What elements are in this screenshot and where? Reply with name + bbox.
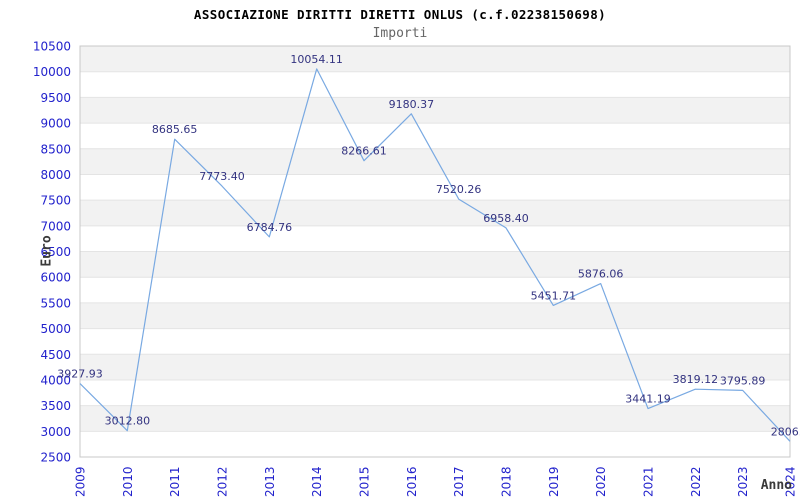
x-tick-label: 2015 <box>358 466 372 497</box>
point-label: 7520.26 <box>436 183 482 196</box>
point-label: 3819.12 <box>673 373 719 386</box>
y-tick-label: 9500 <box>40 91 71 105</box>
point-label: 3927.93 <box>57 368 103 381</box>
point-label: 3441.19 <box>625 393 671 406</box>
x-tick-label: 2021 <box>642 466 656 497</box>
y-tick-label: 8000 <box>40 168 71 182</box>
plot-band <box>80 97 790 124</box>
plot-band <box>80 200 790 226</box>
point-label: 7773.40 <box>199 170 245 183</box>
y-tick-label: 6500 <box>40 245 71 259</box>
x-tick-label: 2022 <box>689 466 703 497</box>
x-tick-label: 2009 <box>74 466 88 497</box>
y-tick-label: 5500 <box>40 296 71 310</box>
y-tick-label: 3500 <box>40 399 71 413</box>
x-tick-label: 2012 <box>216 466 230 497</box>
x-tick-label: 2023 <box>736 466 750 497</box>
plot-band <box>80 71 790 98</box>
chart-subtitle: Importi <box>372 26 428 41</box>
point-label: 8685.65 <box>152 123 198 136</box>
plot-band <box>80 123 790 149</box>
point-label: 8266.61 <box>341 145 387 158</box>
plot-band <box>80 405 790 432</box>
x-tick-label: 2017 <box>452 466 466 497</box>
y-tick-label: 4500 <box>40 348 71 362</box>
y-tick-label: 3000 <box>40 425 71 439</box>
plot-band <box>80 277 790 303</box>
point-label: 2806.1 <box>771 425 800 438</box>
point-label: 6784.76 <box>247 221 293 234</box>
plot-border <box>79 45 791 458</box>
y-tick-label: 10500 <box>33 40 71 54</box>
y-tick-label: 5000 <box>40 322 71 336</box>
point-label: 9180.37 <box>389 98 435 111</box>
y-axis-title: Euro <box>39 235 55 267</box>
x-tick-label: 2010 <box>121 466 135 497</box>
x-tick-label: 2016 <box>405 466 419 497</box>
point-label: 3012.80 <box>105 415 151 428</box>
x-tick-label: 2019 <box>547 466 561 497</box>
y-tick-label: 4000 <box>40 373 71 387</box>
plot-band <box>80 302 790 329</box>
y-tick-label: 7000 <box>40 219 71 233</box>
y-tick-label: 7500 <box>40 194 71 208</box>
x-tick-label: 2024 <box>784 466 798 497</box>
point-label: 3795.89 <box>720 374 766 387</box>
x-tick-label: 2011 <box>168 466 182 497</box>
y-tick-label: 9000 <box>40 117 71 131</box>
chart-title: ASSOCIAZIONE DIRITTI DIRETTI ONLUS (c.f.… <box>193 7 607 22</box>
x-axis-title: Anno <box>760 478 792 493</box>
x-tick-label: 2018 <box>500 466 514 497</box>
series-line <box>79 68 791 442</box>
point-label: 6958.40 <box>483 212 529 225</box>
y-tick-label: 6000 <box>40 271 71 285</box>
point-label: 10054.11 <box>290 53 343 66</box>
y-tick-label: 10000 <box>33 65 71 79</box>
y-tick-label: 8500 <box>40 142 71 156</box>
y-tick-label: 2500 <box>40 451 71 465</box>
x-tick-label: 2013 <box>263 466 277 497</box>
x-tick-label: 2020 <box>594 466 608 497</box>
point-label: 5451.71 <box>531 289 577 302</box>
plot-band <box>80 379 790 406</box>
plot-band <box>80 46 790 72</box>
plot-band <box>80 225 790 252</box>
plot-band <box>80 251 790 278</box>
plot-band <box>80 174 790 201</box>
plot-band <box>80 354 790 380</box>
plot-band <box>80 148 790 175</box>
x-tick-label: 2014 <box>310 466 324 497</box>
point-label: 5876.06 <box>578 268 624 281</box>
plot-band <box>80 431 790 457</box>
plot-band <box>80 328 790 355</box>
